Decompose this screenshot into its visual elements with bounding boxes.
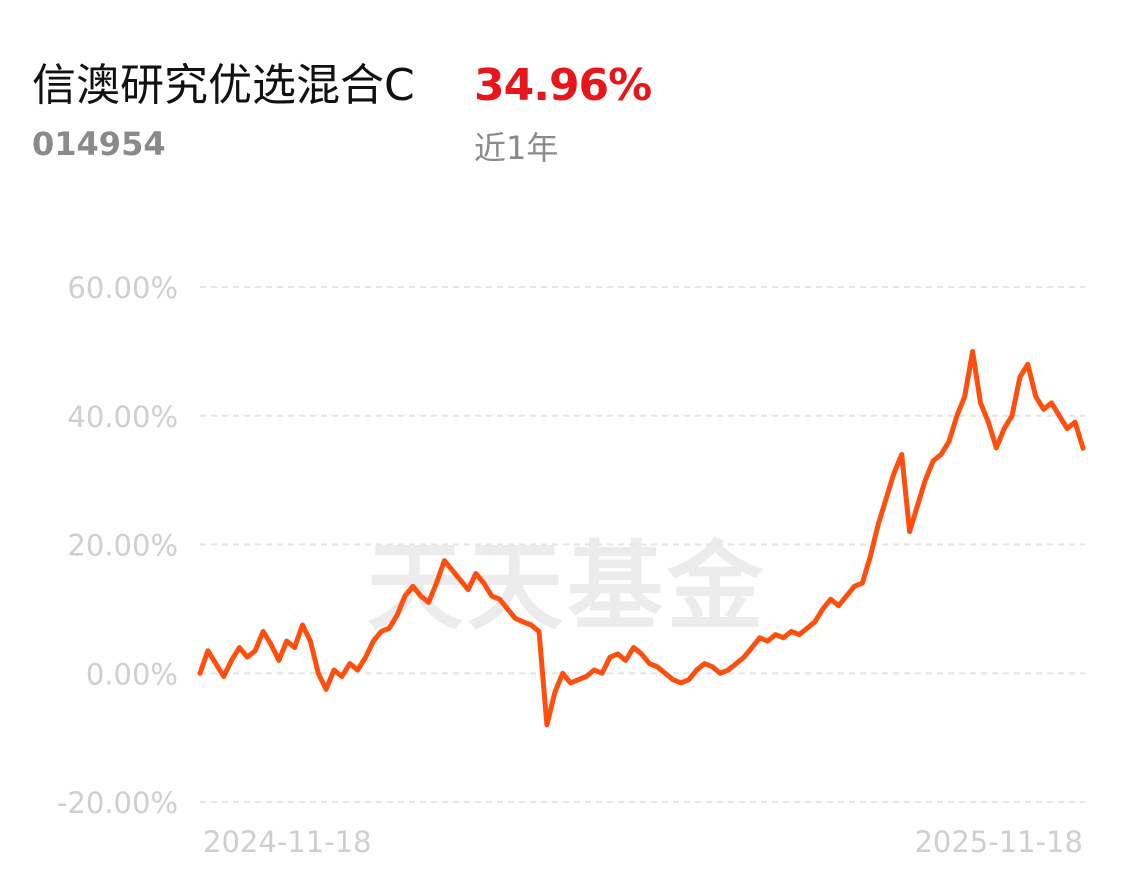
y-tick-label: 60.00% [67, 271, 178, 305]
x-tick-label: 2024-11-18 [203, 825, 372, 859]
fund-return-value: 34.96% [474, 60, 652, 111]
x-axis-ticks: 2024-11-18 2025-11-18 [203, 825, 1083, 859]
y-tick-label: 0.00% [86, 657, 178, 691]
y-tick-label: 40.00% [67, 400, 178, 434]
grid-lines [200, 286, 1085, 803]
y-axis-ticks: 60.00% 40.00% 20.00% 0.00% -20.00% [57, 271, 178, 820]
y-tick-label: -20.00% [57, 786, 178, 820]
series-line [197, 348, 1086, 728]
fund-code: 014954 [32, 125, 166, 163]
watermark: 天天基金 [367, 530, 767, 643]
fund-name: 信澳研究优选混合C [32, 60, 415, 111]
period-label[interactable]: 近1年 [474, 129, 559, 167]
x-tick-label: 2025-11-18 [914, 825, 1083, 859]
y-tick-label: 20.00% [67, 529, 178, 563]
